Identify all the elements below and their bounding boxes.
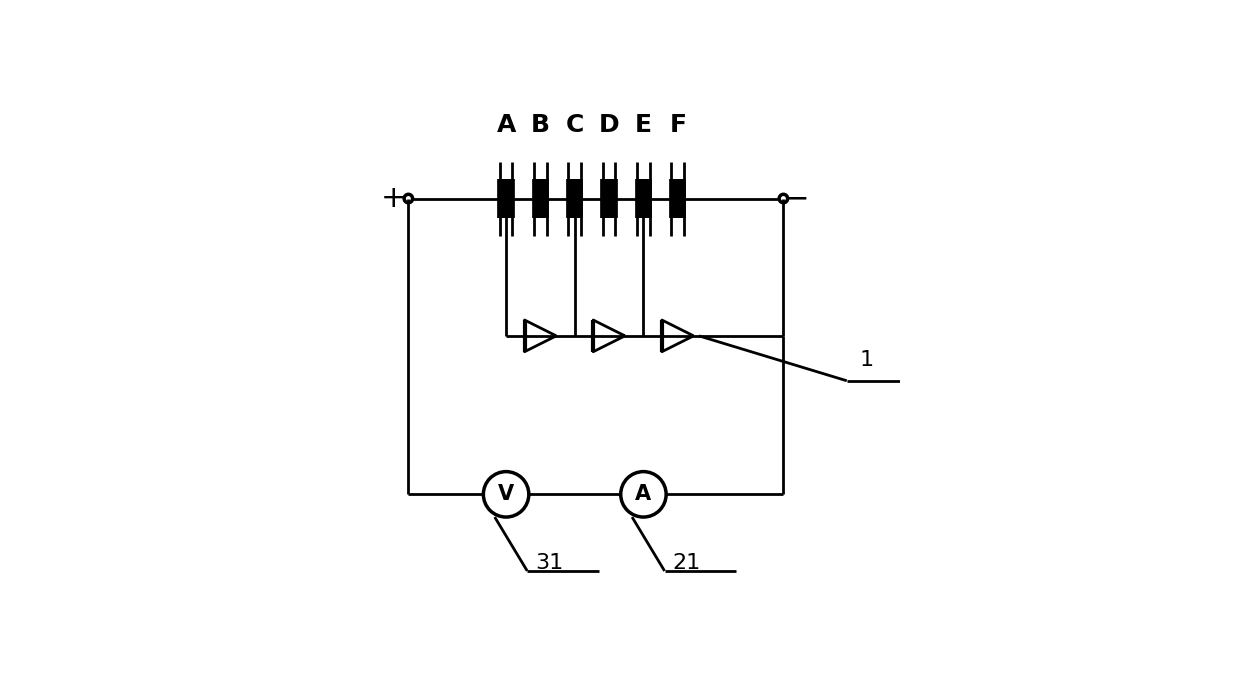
Text: A: A (496, 113, 516, 137)
Text: C: C (565, 113, 584, 137)
Text: D: D (599, 113, 620, 137)
Text: 21: 21 (672, 552, 701, 573)
Text: −: − (784, 184, 810, 213)
Text: 1: 1 (861, 350, 874, 370)
Text: V: V (498, 484, 515, 504)
Text: E: E (635, 113, 652, 137)
Text: +: + (381, 184, 407, 213)
Text: 31: 31 (536, 552, 563, 573)
Text: A: A (635, 484, 651, 504)
Text: F: F (670, 113, 686, 137)
Text: B: B (531, 113, 549, 137)
